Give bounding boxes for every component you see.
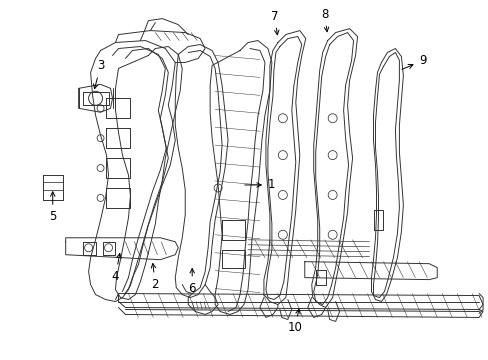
- Text: 8: 8: [320, 8, 328, 32]
- Text: 4: 4: [112, 253, 121, 283]
- Text: 7: 7: [270, 10, 279, 35]
- Text: 6: 6: [188, 269, 196, 294]
- Text: 1: 1: [244, 179, 275, 192]
- Text: 9: 9: [401, 54, 426, 69]
- Text: 5: 5: [49, 192, 56, 223]
- Text: 3: 3: [93, 59, 104, 89]
- Text: 10: 10: [287, 309, 302, 334]
- Text: 2: 2: [151, 264, 159, 291]
